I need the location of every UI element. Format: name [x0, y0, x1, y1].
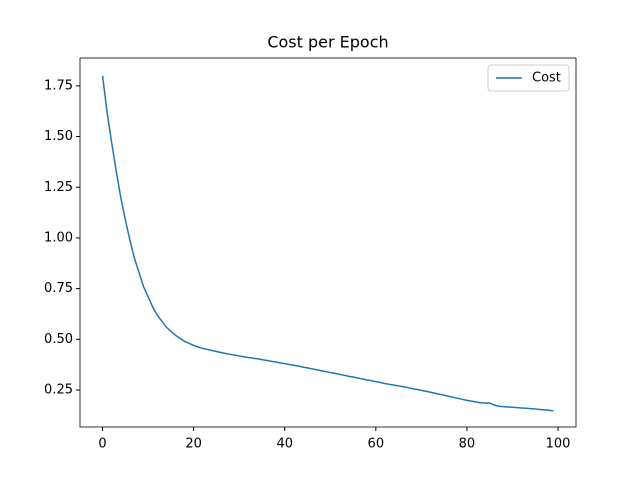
plot-frame [79, 57, 577, 428]
y-tick-label: 1.50 [44, 129, 73, 144]
legend-label: Cost [532, 71, 561, 86]
y-tick-label: 1.00 [44, 230, 73, 245]
x-tick-label: 40 [276, 437, 293, 452]
x-tick-label: 0 [98, 437, 106, 452]
data-line [101, 75, 554, 412]
y-tick-label: 0.75 [44, 281, 73, 296]
legend-box [487, 64, 570, 92]
x-tick-label: 60 [368, 437, 385, 452]
x-tick-label: 20 [185, 437, 202, 452]
y-tick-label: 1.75 [44, 78, 73, 93]
chart-title: Cost per Epoch [267, 33, 388, 52]
x-tick-label: 80 [459, 437, 476, 452]
y-tick-label: 1.25 [44, 180, 73, 195]
y-tick-label: 0.50 [44, 332, 73, 347]
x-tick-label: 100 [546, 437, 571, 452]
y-tick-label: 0.25 [44, 382, 73, 397]
